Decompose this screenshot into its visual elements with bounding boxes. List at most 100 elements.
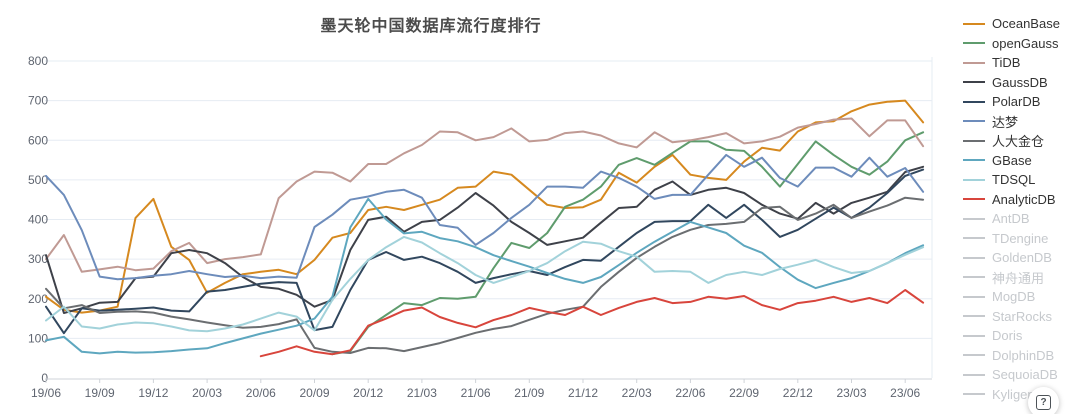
legend-label-TiDB: TiDB (992, 55, 1021, 71)
series-line-OceanBase (45, 99, 925, 314)
series-line-openGauss (331, 131, 925, 356)
legend-item-MogDB[interactable]: MogDB (963, 287, 1080, 307)
x-axis-label-21/03: 21/03 (407, 386, 437, 400)
legend-item-Kyligence[interactable]: Kyligence (963, 385, 1080, 405)
legend-swatch-DolphinDB (963, 354, 985, 357)
x-axis-label-20/03: 20/03 (192, 386, 222, 400)
legend-label-达梦: 达梦 (992, 114, 1019, 130)
x-axis-label-22/06: 22/06 (675, 386, 705, 400)
series-line-GaussDB (45, 165, 925, 314)
y-axis-label-400: 400 (28, 213, 48, 227)
series-line-PolarDB (45, 168, 925, 335)
legend-swatch-GBase (963, 159, 985, 162)
legend-label-StarRocks: StarRocks (992, 308, 1052, 324)
legend-swatch-AntDB (963, 217, 985, 220)
x-axis-label-19/09: 19/09 (85, 386, 115, 400)
legend-swatch-OceanBase (963, 22, 985, 25)
legend-label-openGauss: openGauss (992, 35, 1059, 51)
x-axis-label-22/09: 22/09 (729, 386, 759, 400)
legend-item-StarRocks[interactable]: StarRocks (963, 307, 1080, 327)
legend-swatch-openGauss (963, 42, 985, 45)
y-axis-label-700: 700 (28, 94, 48, 108)
legend-label-GaussDB: GaussDB (992, 74, 1048, 90)
x-axis-label-21/12: 21/12 (568, 386, 598, 400)
legend-label-TDengine: TDengine (992, 230, 1049, 246)
x-axis-label-21/09: 21/09 (514, 386, 544, 400)
y-axis-label-800: 800 (28, 54, 48, 68)
y-axis-label-0: 0 (41, 371, 48, 385)
legend-swatch-Kyligence (963, 393, 985, 396)
legend-item-PolarDB[interactable]: PolarDB (963, 92, 1080, 112)
legend-item-达梦[interactable]: 达梦 (963, 112, 1080, 132)
legend-label-人大金仓: 人大金仓 (992, 134, 1045, 150)
y-axis-label-300: 300 (28, 252, 48, 266)
legend-item-GBase[interactable]: GBase (963, 151, 1080, 171)
legend-label-OceanBase: OceanBase (992, 16, 1060, 32)
legend-item-openGauss[interactable]: openGauss (963, 34, 1080, 54)
legend-label-AntDB: AntDB (992, 211, 1030, 227)
series-line-TDSQL (45, 235, 925, 333)
legend-swatch-达梦 (963, 120, 985, 123)
y-axis-label-600: 600 (28, 133, 48, 147)
legend-label-TDSQL: TDSQL (992, 172, 1036, 188)
legend-swatch-GoldenDB (963, 256, 985, 259)
x-axis-label-19/12: 19/12 (138, 386, 168, 400)
chart-legend: OceanBase openGauss TiDB GaussDB PolarDB 达梦人大… (963, 14, 1080, 404)
legend-label-AnalyticDB: AnalyticDB (992, 191, 1056, 207)
x-axis-label-23/06: 23/06 (890, 386, 920, 400)
x-axis-label-23/03: 23/03 (836, 386, 866, 400)
legend-swatch-TDSQL (963, 178, 985, 181)
legend-item-TDengine[interactable]: TDengine (963, 229, 1080, 249)
legend-swatch-人大金仓 (963, 139, 985, 142)
chart-title: 墨天轮中国数据库流行度排行 (320, 18, 542, 35)
legend-label-DolphinDB: DolphinDB (992, 347, 1055, 363)
series-line-GBase (45, 197, 925, 355)
legend-swatch-神舟通用 (963, 276, 985, 279)
legend-swatch-StarRocks (963, 315, 985, 318)
legend-item-TDSQL[interactable]: TDSQL (963, 170, 1080, 190)
x-axis-label-22/03: 22/03 (622, 386, 652, 400)
legend-label-GoldenDB: GoldenDB (992, 250, 1052, 266)
y-axis-label-100: 100 (28, 331, 48, 345)
legend-item-TiDB[interactable]: TiDB (963, 53, 1080, 73)
x-axis-label-21/06: 21/06 (461, 386, 491, 400)
legend-label-Doris: Doris (992, 328, 1023, 344)
legend-swatch-PolarDB (963, 100, 985, 103)
series-line-人大金仓 (45, 196, 925, 354)
x-axis-label-22/12: 22/12 (783, 386, 813, 400)
series-line-TiDB (45, 117, 925, 273)
legend-item-神舟通用[interactable]: 神舟通用 (963, 268, 1080, 288)
x-axis-label-19/06: 19/06 (31, 386, 61, 400)
question-mark-icon: ? (1036, 395, 1051, 410)
x-axis-label-20/09: 20/09 (299, 386, 329, 400)
series-line-达梦 (45, 153, 925, 281)
legend-item-OceanBase[interactable]: OceanBase (963, 14, 1080, 34)
legend-item-AnalyticDB[interactable]: AnalyticDB (963, 190, 1080, 210)
legend-swatch-GaussDB (963, 81, 985, 84)
legend-swatch-TDengine (963, 237, 985, 240)
help-button[interactable]: ? (1028, 387, 1059, 414)
legend-swatch-SequoiaDB (963, 373, 985, 376)
legend-swatch-MogDB (963, 295, 985, 298)
legend-swatch-Doris (963, 334, 985, 337)
x-axis-label-20/06: 20/06 (246, 386, 276, 400)
x-axis-label-20/12: 20/12 (353, 386, 383, 400)
legend-item-GaussDB[interactable]: GaussDB (963, 73, 1080, 93)
legend-item-SequoiaDB[interactable]: SequoiaDB (963, 365, 1080, 385)
legend-item-Doris[interactable]: Doris (963, 326, 1080, 346)
legend-item-人大金仓[interactable]: 人大金仓 (963, 131, 1080, 151)
legend-item-AntDB[interactable]: AntDB (963, 209, 1080, 229)
legend-label-神舟通用: 神舟通用 (992, 270, 1045, 286)
legend-swatch-TiDB (963, 61, 985, 64)
y-axis-label-500: 500 (28, 173, 48, 187)
series-line-AnalyticDB (259, 289, 925, 358)
legend-item-GoldenDB[interactable]: GoldenDB (963, 248, 1080, 268)
legend-label-MogDB: MogDB (992, 289, 1036, 305)
y-axis-label-200: 200 (28, 292, 48, 306)
legend-swatch-AnalyticDB (963, 198, 985, 201)
legend-item-DolphinDB[interactable]: DolphinDB (963, 346, 1080, 366)
legend-label-GBase: GBase (992, 152, 1032, 168)
line-chart-canvas[interactable]: 0 100 200 300 400 500 600 700 800 19/06 19/09 19/12… (0, 0, 962, 414)
legend-label-PolarDB: PolarDB (992, 94, 1041, 110)
